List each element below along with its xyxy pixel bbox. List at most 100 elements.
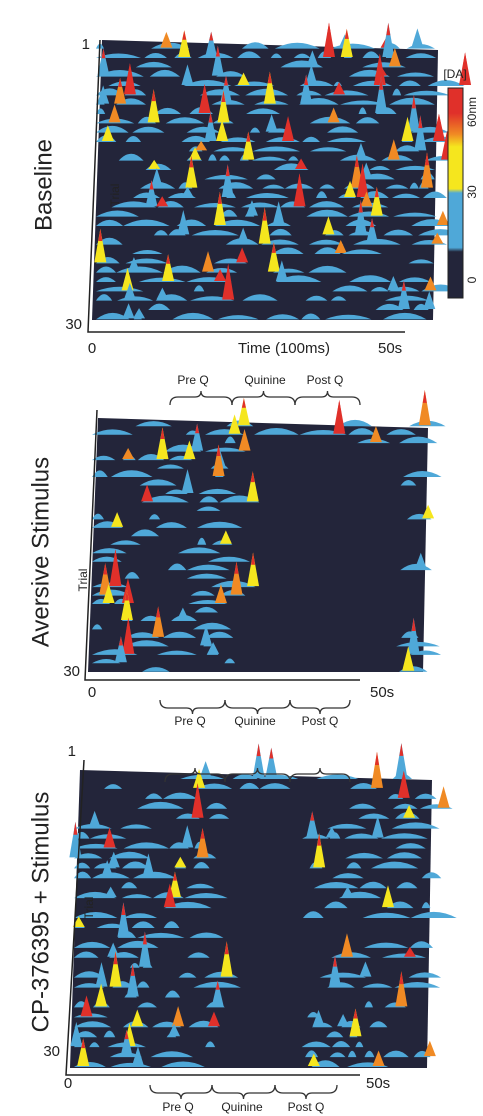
surface-band — [187, 952, 210, 958]
surface-peak — [269, 747, 274, 759]
surface-band — [246, 108, 281, 114]
surface-peak — [122, 303, 135, 319]
phase-label: Pre Q — [162, 1100, 193, 1114]
surface-band — [259, 783, 291, 789]
panel-label: Baseline — [30, 139, 57, 231]
surface-band — [120, 824, 152, 829]
surface-peak — [226, 263, 231, 277]
surface-peak — [422, 390, 427, 403]
surface-band — [331, 1040, 351, 1048]
surface-band — [122, 861, 150, 869]
surface-band — [137, 932, 185, 938]
surface-peak — [131, 1046, 144, 1067]
surface-peak — [212, 444, 225, 477]
surface-band — [224, 436, 236, 444]
surface-band — [392, 193, 421, 198]
surface-peak — [341, 886, 354, 898]
surface-peak — [156, 196, 169, 207]
surface-peak — [109, 549, 122, 587]
surface-peak — [213, 191, 226, 225]
brace — [211, 1084, 276, 1100]
surface-peak — [220, 941, 233, 977]
surface-band — [308, 239, 344, 245]
surface-peak — [133, 308, 146, 319]
surface-peak — [163, 883, 176, 908]
surface-band — [92, 624, 103, 630]
surface-peak — [237, 398, 250, 426]
surface-peak — [246, 471, 259, 502]
surface-peak — [265, 114, 278, 132]
surface-band — [205, 631, 234, 638]
trial-end: 30 — [43, 1043, 60, 1060]
surface-band — [362, 912, 411, 919]
surface-band — [327, 126, 359, 133]
surface-band — [224, 658, 236, 664]
surface-peak — [436, 113, 441, 124]
surface-band — [385, 184, 409, 189]
surface-peak — [306, 50, 319, 67]
surface-band — [125, 135, 142, 142]
surface-band — [110, 470, 153, 478]
surface-peak — [402, 646, 415, 671]
surface-peak — [463, 52, 468, 65]
surface-band — [301, 313, 321, 320]
surface-peak — [246, 131, 251, 142]
surface-band — [395, 843, 426, 849]
surface-peak — [328, 955, 341, 987]
surface-peak — [420, 152, 433, 188]
surface-peak — [241, 398, 246, 408]
surface-band — [358, 813, 390, 819]
surface-peak — [252, 743, 265, 778]
surface-band — [92, 470, 108, 478]
surface-band — [326, 1031, 344, 1038]
surface-peak — [72, 916, 85, 927]
surface-band — [346, 862, 362, 869]
surface-peak — [221, 90, 226, 103]
surface-band — [96, 277, 116, 282]
surface-peak — [354, 142, 367, 160]
surface-peak — [126, 964, 139, 997]
surface-band — [184, 893, 228, 899]
surface-band — [358, 107, 367, 114]
surface-peak — [325, 826, 338, 838]
trial-start: 1 — [68, 743, 76, 760]
surface-peak — [124, 1029, 129, 1040]
surface-peak — [142, 853, 155, 878]
brace — [231, 390, 296, 406]
surface-peak — [387, 139, 400, 160]
surface-peak — [113, 951, 118, 965]
surface-peak — [81, 1038, 86, 1049]
surface-peak — [265, 747, 278, 778]
surface-peak — [334, 239, 347, 253]
surface-band — [398, 277, 431, 282]
surface-peak — [176, 607, 189, 620]
surface-peak — [127, 63, 132, 75]
surface-band — [214, 219, 261, 226]
surface-band — [177, 547, 221, 554]
surface-band — [410, 911, 457, 919]
surface-peak — [118, 77, 123, 88]
surface-peak — [103, 827, 116, 848]
surface-peak — [172, 871, 177, 881]
time-start: 0 — [88, 684, 96, 701]
surface-band — [316, 191, 328, 198]
surface-band — [96, 219, 124, 226]
surface-band — [104, 784, 123, 789]
surface-peak — [370, 751, 383, 788]
surface-band — [213, 147, 253, 152]
surface-band — [408, 972, 442, 978]
surface-peak — [424, 152, 429, 166]
surface-band — [249, 127, 261, 133]
surface-peak — [88, 810, 101, 828]
surface-band — [310, 147, 347, 152]
surface-peak — [104, 886, 117, 898]
trial-label: Trial — [76, 569, 90, 592]
surface-peak — [182, 30, 187, 40]
surface-band — [242, 294, 278, 301]
surface-peak — [401, 116, 414, 141]
surface-band — [96, 294, 113, 301]
surface-peak — [225, 164, 230, 177]
surface-peak — [237, 72, 250, 85]
surface-peak — [322, 216, 335, 235]
surface-peak — [399, 743, 404, 756]
